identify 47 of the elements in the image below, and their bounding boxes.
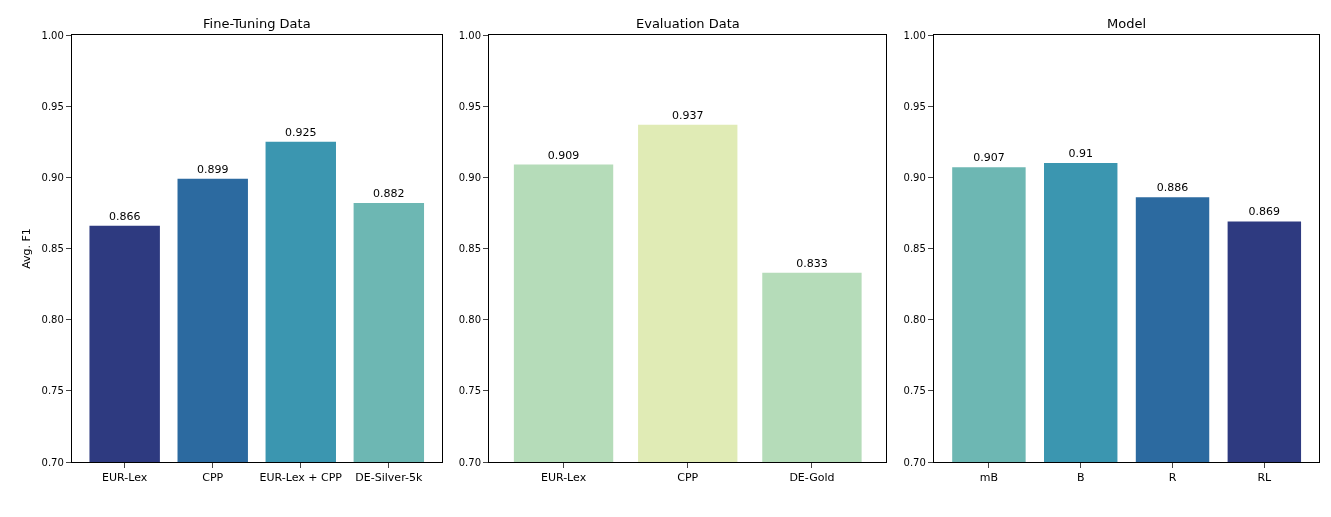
data-label: 0.886 (1156, 181, 1189, 195)
data-label: 0.882 (373, 186, 405, 200)
data-label: 0.937 (671, 108, 704, 122)
y-tick-label: 0.80 (458, 314, 482, 326)
y-tick-label: 0.70 (903, 456, 926, 468)
x-tick-label: CPP (202, 471, 224, 485)
y-tick-label: 0.80 (41, 314, 64, 326)
y-tick-label: 0.85 (41, 243, 64, 254)
y-tick-label: 0.95 (41, 100, 64, 112)
x-tick-label: mB (979, 471, 999, 485)
chart-title: Model (1107, 16, 1147, 31)
y-tick-label: 0.80 (903, 314, 926, 326)
data-label: 0.925 (285, 125, 317, 139)
data-label: 0.833 (796, 256, 828, 270)
data-label: 0.909 (547, 148, 580, 162)
y-tick-label: 0.85 (458, 243, 482, 254)
x-tick-label: EUR-Lex + CPP (259, 471, 343, 485)
chart-title: Evaluation Data (636, 16, 740, 31)
x-tick-label: B (1076, 471, 1085, 485)
x-tick-label: DE-Silver-5k (355, 471, 423, 485)
data-label: 0.866 (108, 209, 141, 223)
y-tick-label: 0.85 (903, 243, 926, 254)
y-axis-title: Avg. F1 (20, 228, 34, 269)
x-tick-label: RL (1257, 471, 1273, 485)
y-tick-label: 1.00 (903, 29, 926, 41)
y-tick-label: 0.70 (41, 456, 64, 468)
x-tick-label: DE-Gold (789, 471, 835, 485)
data-label: 0.869 (1248, 205, 1281, 219)
x-tick-label: CPP (677, 471, 699, 485)
y-tick-label: 0.75 (458, 385, 482, 397)
y-tick-label: 0.90 (458, 171, 482, 183)
y-tick-label: 0.95 (903, 100, 926, 112)
y-tick-label: 0.70 (458, 456, 482, 468)
y-tick-label: 1.00 (41, 29, 64, 41)
data-label: 0.899 (196, 162, 229, 176)
x-tick-label: EUR-Lex (102, 471, 148, 485)
x-tick-label: R (1168, 471, 1177, 485)
data-label: 0.91 (1068, 147, 1093, 161)
chart-title: Fine-Tuning Data (203, 16, 311, 31)
y-tick-label: 0.90 (903, 171, 926, 183)
y-tick-label: 0.95 (458, 100, 482, 112)
y-tick-label: 0.75 (903, 385, 926, 397)
x-tick-label: EUR-Lex (540, 471, 587, 485)
y-tick-label: 1.00 (458, 29, 482, 41)
data-label: 0.907 (973, 151, 1005, 165)
y-tick-label: 0.75 (41, 385, 64, 397)
y-tick-label: 0.90 (41, 171, 64, 183)
